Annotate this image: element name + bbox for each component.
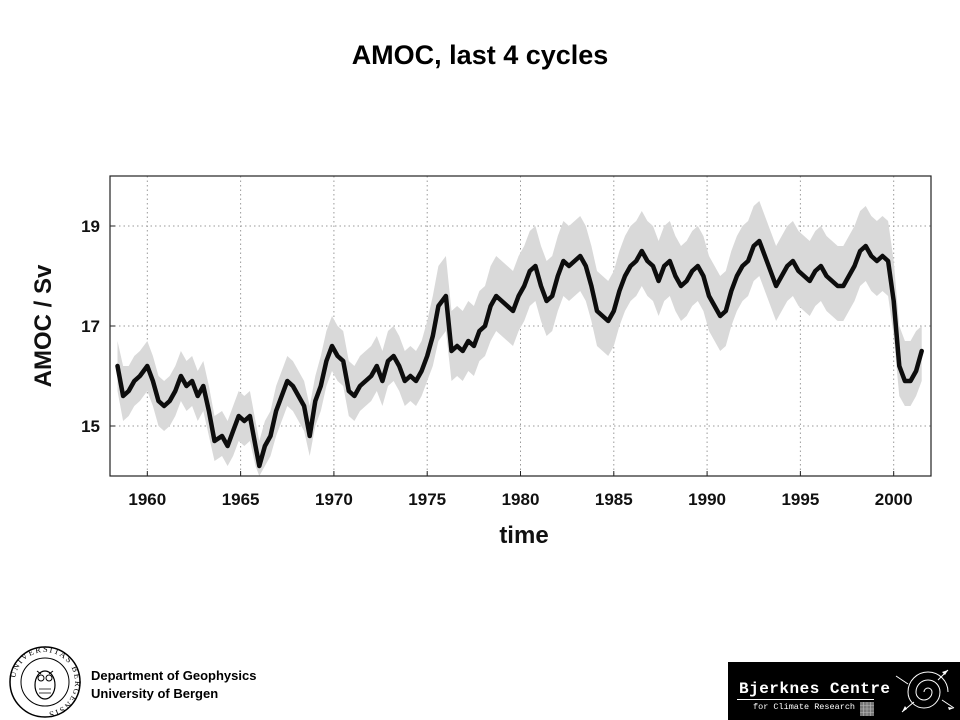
x-tick-labels: 1960 1965 1970 1975 1980 1985 1990 1995 2000: [128, 471, 913, 509]
x-tick-label: 2000: [875, 490, 913, 509]
amoc-line-layer: [115, 238, 924, 469]
spiral-icon: [895, 669, 955, 713]
x-tick-label: 1980: [502, 490, 540, 509]
bjerknes-logo-subtitle: for Climate Research: [753, 702, 856, 712]
x-tick-label: 1985: [595, 490, 633, 509]
spread-band-layer: [117, 201, 922, 476]
amoc-series-line: [115, 238, 924, 469]
footer-department: Department of Geophysics: [91, 668, 257, 683]
x-tick-label: 1965: [222, 490, 260, 509]
bjerknes-logo-rule: [737, 699, 874, 700]
x-tick-label: 1990: [688, 490, 726, 509]
y-tick-label: 17: [81, 317, 100, 336]
slide-title: AMOC, last 4 cycles: [351, 40, 609, 70]
grid-icon: [860, 702, 874, 716]
x-tick-label: 1995: [781, 490, 819, 509]
university-seal-icon: UNIVERSITAS BERGENSIS: [8, 645, 82, 719]
y-axis-label: AMOC / Sv: [30, 264, 57, 387]
svg-text:UNIVERSITAS BERGENSIS: UNIVERSITAS BERGENSIS: [8, 645, 82, 719]
bjerknes-logo-name: Bjerknes Centre: [739, 680, 891, 698]
x-tick-label: 1960: [128, 490, 166, 509]
x-tick-label: 1975: [408, 490, 446, 509]
y-tick-labels: 15 17 19: [81, 217, 115, 436]
x-axis-label: time: [499, 522, 548, 549]
x-tick-label: 1970: [315, 490, 353, 509]
y-tick-label: 15: [81, 417, 100, 436]
spread-band: [117, 201, 922, 476]
bjerknes-logo: Bjerknes Centre for Climate Research: [728, 662, 960, 720]
y-tick-label: 19: [81, 217, 100, 236]
footer-university: University of Bergen: [91, 686, 219, 701]
